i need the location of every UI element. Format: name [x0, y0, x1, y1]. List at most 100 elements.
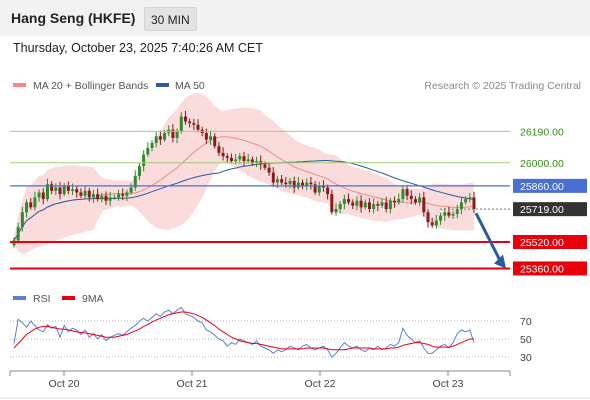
candle-body: [150, 142, 154, 148]
candle-body: [62, 185, 66, 195]
candle-body: [284, 182, 288, 185]
candle-body: [33, 197, 37, 208]
candle-body: [255, 161, 259, 163]
candle-body: [45, 184, 49, 200]
forecast-arrow-head: [494, 254, 506, 269]
candle-body: [209, 136, 213, 140]
chart-header: Hang Seng (HKFE) 30 MIN: [0, 0, 590, 36]
candle-body: [213, 136, 217, 147]
candle-body: [296, 182, 300, 188]
bollinger-band: [14, 93, 474, 254]
candle-body: [426, 212, 430, 223]
candle-body: [321, 185, 325, 188]
candle-body: [455, 208, 459, 214]
candle-body: [204, 133, 208, 140]
candle-body: [380, 202, 384, 206]
x-axis-label: Oct 23: [433, 378, 464, 390]
candle-body: [388, 200, 392, 209]
candle-body: [137, 166, 141, 176]
candle-body: [363, 202, 367, 208]
candle-body: [16, 227, 20, 241]
candle-body: [91, 194, 95, 198]
ma50-legend-swatch: [156, 83, 169, 87]
current-price-label: 25719.00: [520, 204, 564, 216]
candle-body: [384, 202, 388, 209]
candle-body: [158, 136, 162, 140]
instrument-title: Hang Seng (HKFE): [11, 10, 136, 26]
candle-body: [367, 202, 371, 209]
candle-body: [163, 133, 167, 140]
candle-body: [108, 197, 112, 201]
interval-button[interactable]: 30 MIN: [144, 7, 197, 31]
candle-body: [409, 195, 413, 200]
candle-body: [133, 175, 137, 188]
candle-body: [447, 212, 451, 216]
bollinger-legend-swatch: [13, 83, 26, 87]
candle-body: [29, 202, 33, 208]
candle-body: [125, 192, 129, 196]
ma50-legend-label: MA 50: [175, 80, 205, 92]
candle-body: [317, 185, 321, 193]
candle-body: [234, 159, 238, 162]
candle-body: [372, 204, 376, 209]
rsi-legend-label: RSI: [33, 293, 51, 305]
candle-body: [342, 199, 346, 205]
candle-body: [79, 192, 83, 196]
candle-body: [142, 154, 146, 167]
candle-body: [267, 167, 271, 173]
candle-body: [58, 187, 62, 195]
candle-body: [87, 190, 91, 198]
candle-body: [434, 220, 438, 226]
x-axis-label: Oct 21: [177, 378, 208, 390]
support-label-bg: [513, 261, 587, 276]
candle-body: [418, 197, 422, 203]
candle-body: [405, 189, 409, 196]
candle-body: [397, 199, 401, 203]
candle-body: [221, 152, 225, 157]
candle-body: [54, 187, 58, 191]
forecast-arrow-shaft: [474, 212, 502, 262]
rsi-ma-line: [13, 311, 474, 351]
candle-body: [112, 197, 116, 199]
candle-body: [459, 202, 463, 209]
candle-body: [330, 194, 334, 213]
candle-body: [313, 184, 317, 193]
candle-body: [75, 189, 79, 193]
candle-body: [104, 195, 108, 201]
candle-body: [305, 182, 309, 186]
candle-body: [100, 195, 104, 200]
candle-body: [192, 123, 196, 125]
candle-body: [242, 156, 246, 162]
rsi-legend-swatch: [13, 296, 26, 300]
candle-body: [263, 164, 267, 168]
candle-body: [225, 156, 229, 158]
candle-body: [271, 172, 275, 183]
candle-body: [175, 131, 179, 138]
candle-body: [376, 204, 380, 206]
candle-body: [121, 194, 125, 196]
rsi-ma-legend-label: 9MA: [82, 293, 104, 305]
candle-body: [355, 200, 359, 206]
candle-body: [50, 184, 54, 191]
candle-body: [359, 200, 363, 208]
candle-body: [292, 180, 296, 188]
pivot-label: 25860.00: [520, 181, 564, 193]
candle-body: [66, 185, 70, 191]
candle-body: [171, 129, 175, 138]
resistance-label: 26190.00: [520, 126, 564, 138]
support-label: 25520.00: [520, 237, 564, 249]
candle-body: [250, 159, 254, 163]
candle-body: [288, 180, 292, 185]
candle-body: [439, 215, 443, 221]
rsi-tick-label: 30: [520, 352, 532, 364]
candle-body: [326, 187, 330, 195]
x-axis-label: Oct 22: [305, 378, 336, 390]
candle-body: [338, 204, 342, 209]
candle-body: [188, 121, 192, 124]
candle-body: [275, 179, 279, 183]
candle-body: [196, 124, 200, 130]
candle-body: [37, 192, 41, 198]
rsi-ma-legend-swatch: [62, 296, 75, 300]
candle-body: [25, 202, 29, 213]
